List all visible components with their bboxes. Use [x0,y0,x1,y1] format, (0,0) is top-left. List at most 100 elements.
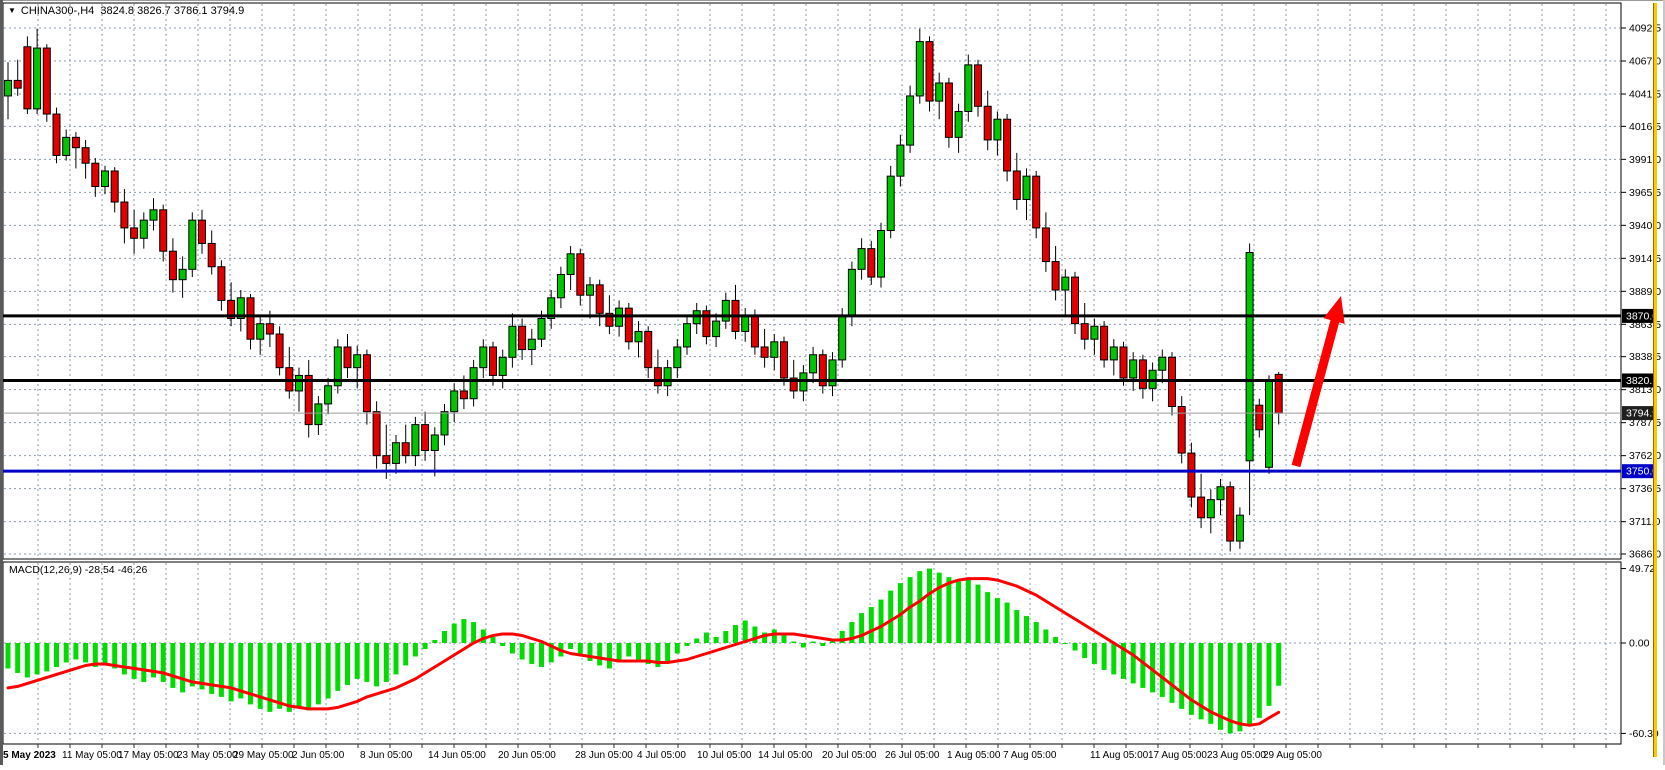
macd-histogram-bar [529,643,535,664]
trend-arrow-head[interactable] [1323,296,1345,324]
macd-histogram-bar [917,571,923,643]
price-line-label-box [1622,308,1653,323]
macd-histogram-bar [151,643,156,678]
macd-histogram-bar [626,643,632,657]
macd-histogram-bar [238,643,244,699]
macd-histogram-bar [946,577,952,643]
candle-body [818,354,827,387]
time-axis-label: 23 Aug 05:00 [1207,750,1266,761]
candle-body [362,354,371,413]
macd-histogram-bar [1237,643,1243,732]
candle-body [896,144,905,177]
macd-histogram-bar [1159,643,1165,697]
macd-histogram-bar [403,643,409,666]
macd-histogram-bar [228,643,234,702]
macd-histogram-bar [800,643,806,648]
macd-histogram-bar [907,577,913,643]
candle-body [1206,499,1215,519]
macd-histogram-bar [121,643,127,675]
macd-histogram-bar [587,643,593,661]
macd-histogram-bar [315,643,321,705]
macd-histogram-bar [54,643,59,667]
macd-histogram-bar [422,643,428,649]
macd-panel[interactable] [2,561,1622,745]
macd-histogram-bar [742,620,748,643]
time-axis-label: 29 May 05:00 [233,750,294,761]
macd-histogram-bar [432,640,438,643]
candle-body [101,170,109,188]
candle-body [275,333,284,369]
candle-body [1245,252,1254,462]
macd-histogram-bar [209,643,215,694]
macd-histogram-bar [383,643,389,682]
candle-body [556,274,565,299]
candle-body [139,219,148,239]
macd-histogram-bar [1101,643,1107,670]
macd-histogram-bar [1198,643,1204,720]
time-axis-label: 4 Jul 05:00 [637,750,686,761]
time-axis-label: 7 Aug 05:00 [1003,750,1057,761]
macd-histogram-bar [927,568,932,643]
time-axis-label: 11 Aug 05:00 [1090,750,1149,761]
macd-histogram-bar [994,598,1000,643]
price-line-label: 3794.9 [1626,408,1658,420]
macd-histogram-bar [189,643,195,687]
macd-histogram-bar [645,643,651,664]
macd-histogram-bar [1053,637,1059,643]
macd-histogram-bar [131,643,137,679]
candle-body [644,330,653,369]
macd-histogram-bar [752,626,758,643]
candle-body [178,268,187,281]
candle-body [915,41,924,97]
macd-histogram-bar [1179,643,1185,709]
macd-histogram-bar [461,619,467,643]
symbol-dropdown-icon[interactable]: ▼ [8,6,16,15]
price-panel[interactable] [2,2,1622,560]
macd-histogram-bar [781,635,787,643]
time-axis-label: 14 Jul 05:00 [758,750,813,761]
macd-histogram-bar [888,590,894,643]
candle-body [653,367,662,387]
candle-body [343,346,352,369]
macd-histogram-bar [257,643,263,709]
candle-body [683,323,691,348]
candle-body [935,82,944,102]
candle-body [605,312,614,327]
macd-histogram-bar [539,643,544,667]
candle-body [295,374,303,392]
macd-histogram-bar [218,643,224,697]
macd-histogram-bar [335,643,341,691]
symbol-period-label: CHINA300-,H4 [20,5,95,17]
candle-body [149,209,158,221]
candle-body [750,315,759,348]
macd-histogram-bar [975,584,981,643]
candle-body [1003,118,1012,172]
time-axis-label: 17 May 05:00 [118,750,179,761]
candle-body [168,250,177,281]
candle-body [440,411,449,436]
macd-histogram-bar [354,643,360,679]
candle-body [392,442,400,464]
macd-histogram-bar [1043,629,1049,643]
candle-body [624,307,633,343]
macd-histogram-bar [655,643,661,667]
price-line-label: 3820.1 [1626,375,1658,387]
candle-body [304,374,313,426]
candle-body [1235,514,1244,542]
window-border-top [0,0,1665,1]
macd-histogram-bar [577,643,583,655]
candle-body [489,346,497,376]
candle-body [925,41,934,102]
candle-body [479,346,488,369]
trend-arrow-shaft[interactable] [1291,315,1341,468]
candle-body [23,46,32,110]
candle-body [877,230,885,278]
candle-body [974,64,982,107]
time-axis-label: 28 Jun 05:00 [575,750,633,761]
macd-histogram-bar [286,643,292,712]
candle-body [770,341,779,358]
macd-histogram-bar [1130,643,1136,684]
ohlc-open: 3824.8 [100,5,135,17]
candle-body [886,175,895,232]
